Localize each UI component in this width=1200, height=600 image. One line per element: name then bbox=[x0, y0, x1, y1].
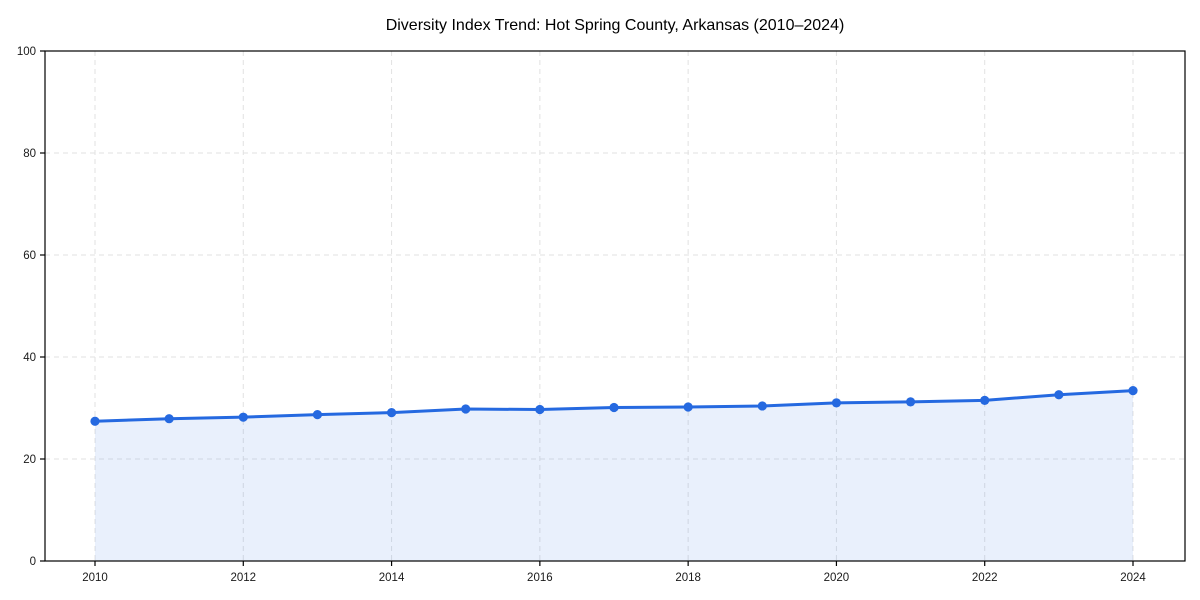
plot-area: 0 20 40 60 80 100 2010 2012 2014 2016 2018 2020 2022… bbox=[17, 46, 1186, 584]
data-point bbox=[757, 401, 767, 411]
y-axis-tick-label: 60 bbox=[23, 250, 36, 262]
y-axis-tick-label: 20 bbox=[23, 454, 36, 466]
x-axis-tick-label: 2016 bbox=[527, 572, 553, 584]
area-fill bbox=[95, 390, 1133, 561]
x-axis-tick-label: 2022 bbox=[972, 572, 998, 584]
data-point bbox=[461, 404, 471, 414]
data-point bbox=[980, 395, 990, 405]
data-point bbox=[90, 416, 100, 426]
x-axis-tick-label: 2010 bbox=[82, 572, 108, 584]
x-axis-tick-label: 2024 bbox=[1120, 572, 1146, 584]
y-axis-tick-label: 80 bbox=[23, 148, 36, 160]
plot-border bbox=[44, 50, 1186, 562]
data-point bbox=[386, 407, 397, 418]
chart-title: Diversity Index Trend: Hot Spring County… bbox=[386, 17, 845, 34]
data-point bbox=[535, 404, 545, 415]
x-axis-tick-label: 2020 bbox=[824, 572, 850, 584]
data-point bbox=[831, 398, 842, 408]
x-axis-tick-label: 2012 bbox=[230, 572, 256, 584]
data-point bbox=[609, 402, 619, 413]
data-point bbox=[312, 410, 323, 420]
y-axis-tick-label: 0 bbox=[30, 556, 36, 568]
x-axis-tick-label: 2018 bbox=[675, 572, 701, 584]
data-point bbox=[1054, 390, 1064, 400]
x-axis-tick-label: 2014 bbox=[379, 572, 405, 584]
data-point bbox=[164, 414, 174, 424]
y-axis-tick-label: 40 bbox=[23, 352, 36, 364]
data-point bbox=[1128, 386, 1138, 396]
y-axis-tick-label: 100 bbox=[17, 46, 36, 58]
data-point bbox=[238, 412, 248, 422]
data-point bbox=[905, 397, 916, 407]
data-point bbox=[683, 402, 693, 412]
